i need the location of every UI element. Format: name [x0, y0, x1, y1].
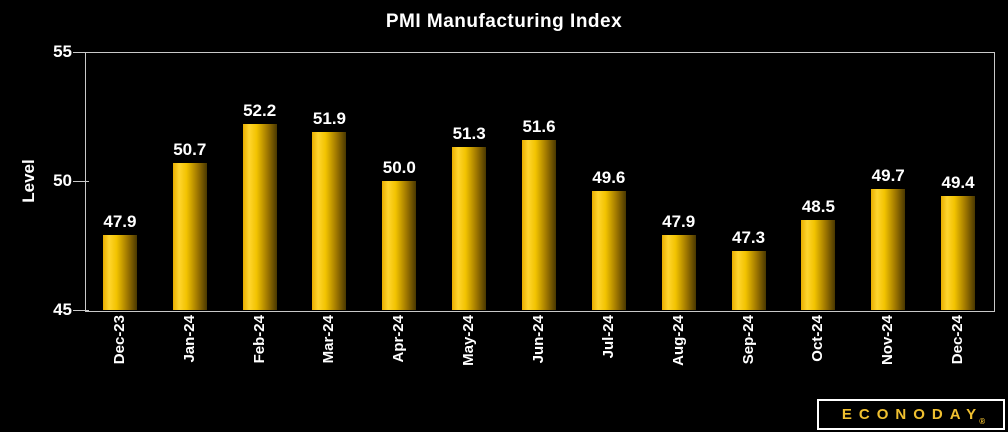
bar [382, 181, 417, 310]
x-tick-label: Nov-24 [879, 315, 897, 366]
bar [312, 131, 347, 310]
bar-value-label: 50.7 [173, 139, 207, 159]
bar-value-label: 47.9 [103, 212, 137, 232]
y-tick-label: 50 [53, 171, 72, 190]
bar-value-label: 49.6 [592, 168, 626, 188]
y-tick-mark [73, 51, 89, 53]
bar-value-label: 48.5 [801, 196, 835, 216]
econoday-logo: ECONODAY ® [817, 399, 1005, 430]
bar [801, 219, 836, 310]
bar [242, 124, 277, 310]
bar [522, 139, 556, 310]
bar-value-label: 52.2 [243, 101, 277, 121]
x-tick-label: Jun-24 [530, 315, 547, 364]
x-tick-label: Jan-24 [180, 315, 198, 363]
bar-value-label: 47.3 [731, 227, 766, 247]
bar [871, 188, 906, 310]
bar-value-label: 50.0 [382, 158, 416, 177]
x-tick-label: Sep-24 [739, 315, 757, 365]
bar [102, 235, 137, 310]
bar-value-label: 47.9 [662, 212, 696, 232]
x-tick-label: Oct-24 [809, 315, 827, 362]
y-tick-mark [73, 180, 89, 182]
x-tick-label: Jul-24 [599, 315, 617, 359]
bar-value-label: 49.7 [871, 165, 905, 185]
chart-title: PMI Manufacturing Index [385, 11, 623, 32]
bar [452, 147, 487, 310]
bar-value-label: 51.3 [452, 124, 486, 144]
y-tick-mark [73, 309, 89, 311]
econoday-logo-text: ECONODAY [841, 406, 984, 423]
bar-value-label: 51.6 [522, 116, 556, 136]
registered-trademark-icon: ® [979, 417, 986, 426]
x-tick-label: Dec-24 [949, 315, 967, 365]
bar [731, 250, 766, 310]
bar [172, 162, 207, 310]
x-tick-label: May-24 [460, 315, 478, 366]
x-tick-label: Apr-24 [390, 315, 408, 363]
x-tick-label: Mar-24 [320, 315, 338, 364]
y-tick-label: 55 [53, 42, 72, 61]
x-tick-label: Feb-24 [250, 315, 268, 364]
bar-value-label: 49.4 [941, 173, 975, 193]
x-tick-label: Dec-23 [110, 315, 128, 365]
x-tick-label: Aug-24 [669, 315, 687, 366]
y-axis-title: Level [19, 159, 38, 203]
y-tick-label: 45 [53, 300, 72, 319]
bar-value-label: 51.9 [312, 108, 346, 128]
bar [661, 235, 696, 310]
bar [941, 196, 976, 310]
bar [591, 191, 626, 310]
